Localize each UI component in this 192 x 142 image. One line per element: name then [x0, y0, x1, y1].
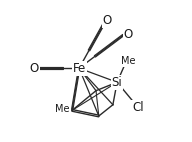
Text: Me: Me — [55, 104, 70, 114]
Text: Fe: Fe — [73, 62, 86, 75]
Text: O: O — [30, 62, 39, 75]
Text: Me: Me — [121, 56, 136, 66]
Text: Cl: Cl — [132, 101, 144, 114]
Text: O: O — [103, 14, 112, 27]
Text: Si: Si — [112, 76, 122, 89]
Text: O: O — [124, 28, 133, 41]
